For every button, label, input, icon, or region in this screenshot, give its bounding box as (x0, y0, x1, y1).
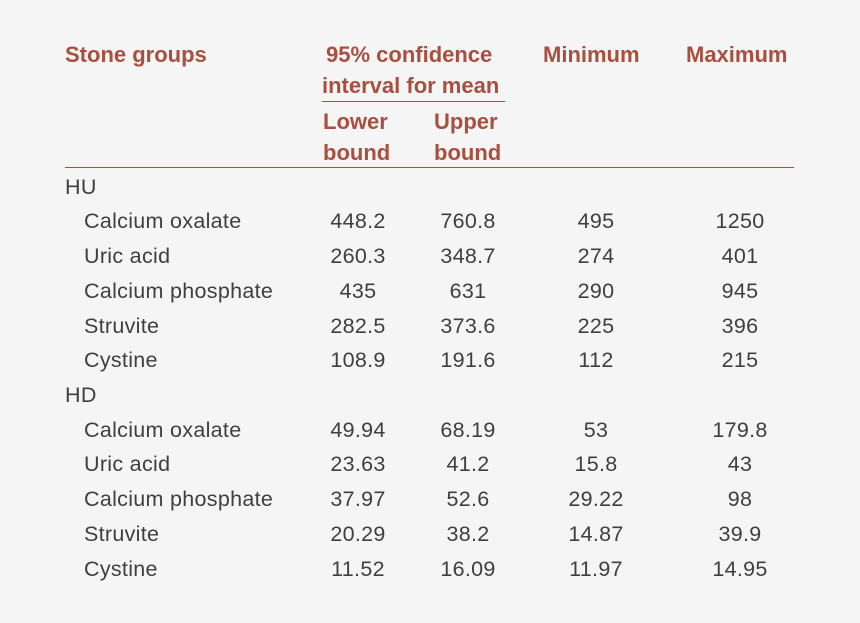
maximum-value: 98 (727, 487, 753, 511)
lower-bound-value: 49.94 (330, 418, 386, 442)
stone-name: Uric acid (84, 452, 171, 476)
maximum-value: 945 (721, 279, 759, 303)
stone-name: Calcium phosphate (84, 279, 274, 303)
minimum-value: 225 (577, 314, 615, 338)
maximum-value: 179.8 (712, 418, 768, 442)
header-bottom-rule (65, 167, 794, 168)
upper-bound-value: 68.19 (440, 418, 496, 442)
upper-bound-value: 631 (449, 279, 487, 303)
maximum-value: 43 (727, 452, 753, 476)
minimum-value: 290 (577, 279, 615, 303)
maximum-value: 215 (721, 348, 759, 372)
stone-name: Cystine (84, 348, 158, 372)
minimum-value: 11.97 (569, 557, 623, 581)
stone-name: Calcium oxalate (84, 209, 242, 233)
header-ci-line2: interval for mean (322, 73, 500, 98)
lower-bound-value: 282.5 (330, 314, 386, 338)
upper-bound-value: 373.6 (440, 314, 496, 338)
lower-bound-value: 435 (339, 279, 377, 303)
lower-bound-value: 108.9 (330, 348, 386, 372)
minimum-value: 15.8 (574, 452, 618, 476)
minimum-value: 53 (583, 418, 609, 442)
upper-bound-value: 41.2 (446, 452, 490, 476)
group-label-hu: HU (65, 175, 97, 199)
header-lower-line2: bound (323, 140, 391, 165)
stone-name: Cystine (84, 557, 158, 581)
header-ci-line1: 95% confidence (326, 42, 493, 67)
lower-bound-value: 37.97 (330, 487, 386, 511)
maximum-value: 401 (721, 244, 759, 268)
stone-name: Calcium phosphate (84, 487, 274, 511)
upper-bound-value: 52.6 (446, 487, 490, 511)
lower-bound-value: 11.52 (331, 557, 385, 581)
lower-bound-value: 23.63 (330, 452, 386, 476)
upper-bound-value: 760.8 (440, 209, 496, 233)
minimum-value: 29.22 (568, 487, 624, 511)
minimum-value: 274 (577, 244, 615, 268)
lower-bound-value: 260.3 (330, 244, 386, 268)
header-stone-groups: Stone groups (65, 42, 207, 67)
header-maximum: Maximum (686, 42, 788, 67)
upper-bound-value: 191.6 (440, 348, 496, 372)
group-label-hd: HD (65, 383, 97, 407)
header-lower-line1: Lower (323, 109, 388, 134)
minimum-value: 495 (577, 209, 615, 233)
minimum-value: 14.87 (568, 522, 624, 546)
header-upper-line1: Upper (434, 109, 498, 134)
stone-name: Uric acid (84, 244, 171, 268)
upper-bound-value: 348.7 (440, 244, 496, 268)
ci-header-rule (322, 101, 505, 102)
header-minimum: Minimum (543, 42, 640, 67)
maximum-value: 1250 (715, 209, 765, 233)
maximum-value: 14.95 (712, 557, 768, 581)
minimum-value: 112 (578, 348, 614, 372)
stone-name: Struvite (84, 522, 160, 546)
header-upper-line2: bound (434, 140, 502, 165)
upper-bound-value: 38.2 (446, 522, 490, 546)
lower-bound-value: 20.29 (330, 522, 386, 546)
stone-name: Calcium oxalate (84, 418, 242, 442)
lower-bound-value: 448.2 (330, 209, 386, 233)
stone-name: Struvite (84, 314, 160, 338)
upper-bound-value: 16.09 (440, 557, 496, 581)
maximum-value: 39.9 (718, 522, 762, 546)
maximum-value: 396 (721, 314, 759, 338)
